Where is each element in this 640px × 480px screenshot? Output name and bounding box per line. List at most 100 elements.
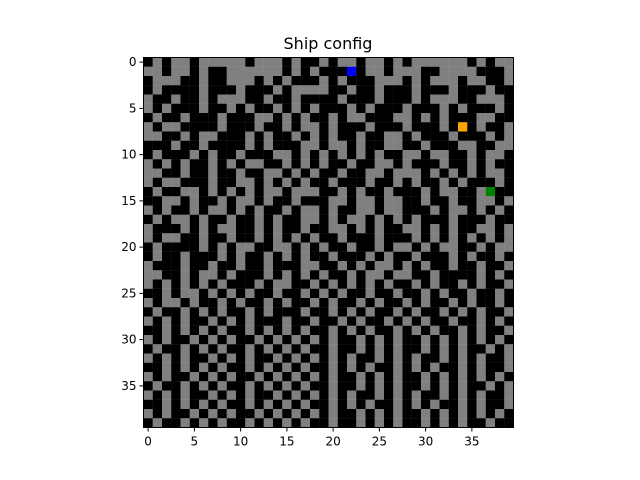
wall-cell	[347, 196, 356, 205]
open-cell	[495, 335, 504, 344]
wall-cell	[430, 132, 439, 141]
open-cell	[218, 122, 227, 131]
open-cell	[301, 85, 310, 94]
wall-cell	[236, 372, 245, 381]
open-cell	[347, 326, 356, 335]
wall-cell	[366, 381, 375, 390]
open-cell	[282, 252, 291, 261]
wall-cell	[458, 270, 467, 279]
open-cell	[227, 159, 236, 168]
open-cell	[144, 169, 153, 178]
wall-cell	[375, 132, 384, 141]
wall-cell	[144, 187, 153, 196]
open-cell	[144, 409, 153, 418]
wall-cell	[282, 224, 291, 233]
open-cell	[264, 58, 273, 67]
wall-cell	[273, 141, 282, 150]
wall-cell	[227, 113, 236, 122]
wall-cell	[449, 354, 458, 363]
wall-cell	[310, 150, 319, 159]
open-cell	[393, 132, 402, 141]
open-cell	[449, 252, 458, 261]
wall-cell	[403, 58, 412, 67]
wall-cell	[430, 67, 439, 76]
wall-cell	[375, 196, 384, 205]
open-cell	[264, 344, 273, 353]
wall-cell	[329, 169, 338, 178]
open-cell	[495, 178, 504, 187]
wall-cell	[338, 298, 347, 307]
wall-cell	[245, 85, 254, 94]
wall-cell	[504, 113, 513, 122]
open-cell	[375, 381, 384, 390]
open-cell	[162, 104, 171, 113]
open-cell	[218, 363, 227, 372]
open-cell	[366, 206, 375, 215]
open-cell	[495, 317, 504, 326]
open-cell	[384, 159, 393, 168]
open-cell	[495, 95, 504, 104]
wall-cell	[440, 85, 449, 94]
wall-cell	[356, 391, 365, 400]
open-cell	[227, 76, 236, 85]
open-cell	[227, 391, 236, 400]
wall-cell	[171, 372, 180, 381]
wall-cell	[153, 141, 162, 150]
wall-cell	[467, 344, 476, 353]
wall-cell	[477, 298, 486, 307]
wall-cell	[347, 298, 356, 307]
open-cell	[338, 76, 347, 85]
wall-cell	[421, 224, 430, 233]
wall-cell	[347, 261, 356, 270]
wall-cell	[477, 132, 486, 141]
open-cell	[329, 215, 338, 224]
open-cell	[162, 326, 171, 335]
wall-cell	[245, 206, 254, 215]
open-cell	[208, 261, 217, 270]
open-cell	[301, 159, 310, 168]
wall-cell	[181, 298, 190, 307]
wall-cell	[218, 178, 227, 187]
open-cell	[282, 317, 291, 326]
open-cell	[384, 141, 393, 150]
wall-cell	[292, 252, 301, 261]
wall-cell	[477, 85, 486, 94]
open-cell	[171, 122, 180, 131]
wall-cell	[421, 76, 430, 85]
wall-cell	[236, 344, 245, 353]
open-cell	[440, 391, 449, 400]
open-cell	[449, 95, 458, 104]
wall-cell	[486, 76, 495, 85]
open-cell	[375, 270, 384, 279]
wall-cell	[440, 196, 449, 205]
wall-cell	[458, 95, 467, 104]
wall-cell	[181, 372, 190, 381]
wall-cell	[477, 252, 486, 261]
wall-cell	[255, 141, 264, 150]
open-cell	[486, 344, 495, 353]
open-cell	[208, 132, 217, 141]
wall-cell	[366, 409, 375, 418]
wall-cell	[282, 372, 291, 381]
wall-cell	[504, 270, 513, 279]
open-cell	[255, 233, 264, 242]
wall-cell	[255, 187, 264, 196]
wall-cell	[208, 67, 217, 76]
wall-cell	[181, 196, 190, 205]
open-cell	[356, 335, 365, 344]
open-cell	[338, 141, 347, 150]
open-cell	[421, 372, 430, 381]
wall-cell	[181, 243, 190, 252]
open-cell	[384, 252, 393, 261]
wall-cell	[458, 132, 467, 141]
wall-cell	[338, 354, 347, 363]
wall-cell	[440, 270, 449, 279]
wall-cell	[458, 76, 467, 85]
wall-cell	[421, 215, 430, 224]
wall-cell	[273, 252, 282, 261]
open-cell	[375, 261, 384, 270]
open-cell	[236, 252, 245, 261]
open-cell	[199, 270, 208, 279]
open-cell	[273, 335, 282, 344]
open-cell	[347, 307, 356, 316]
